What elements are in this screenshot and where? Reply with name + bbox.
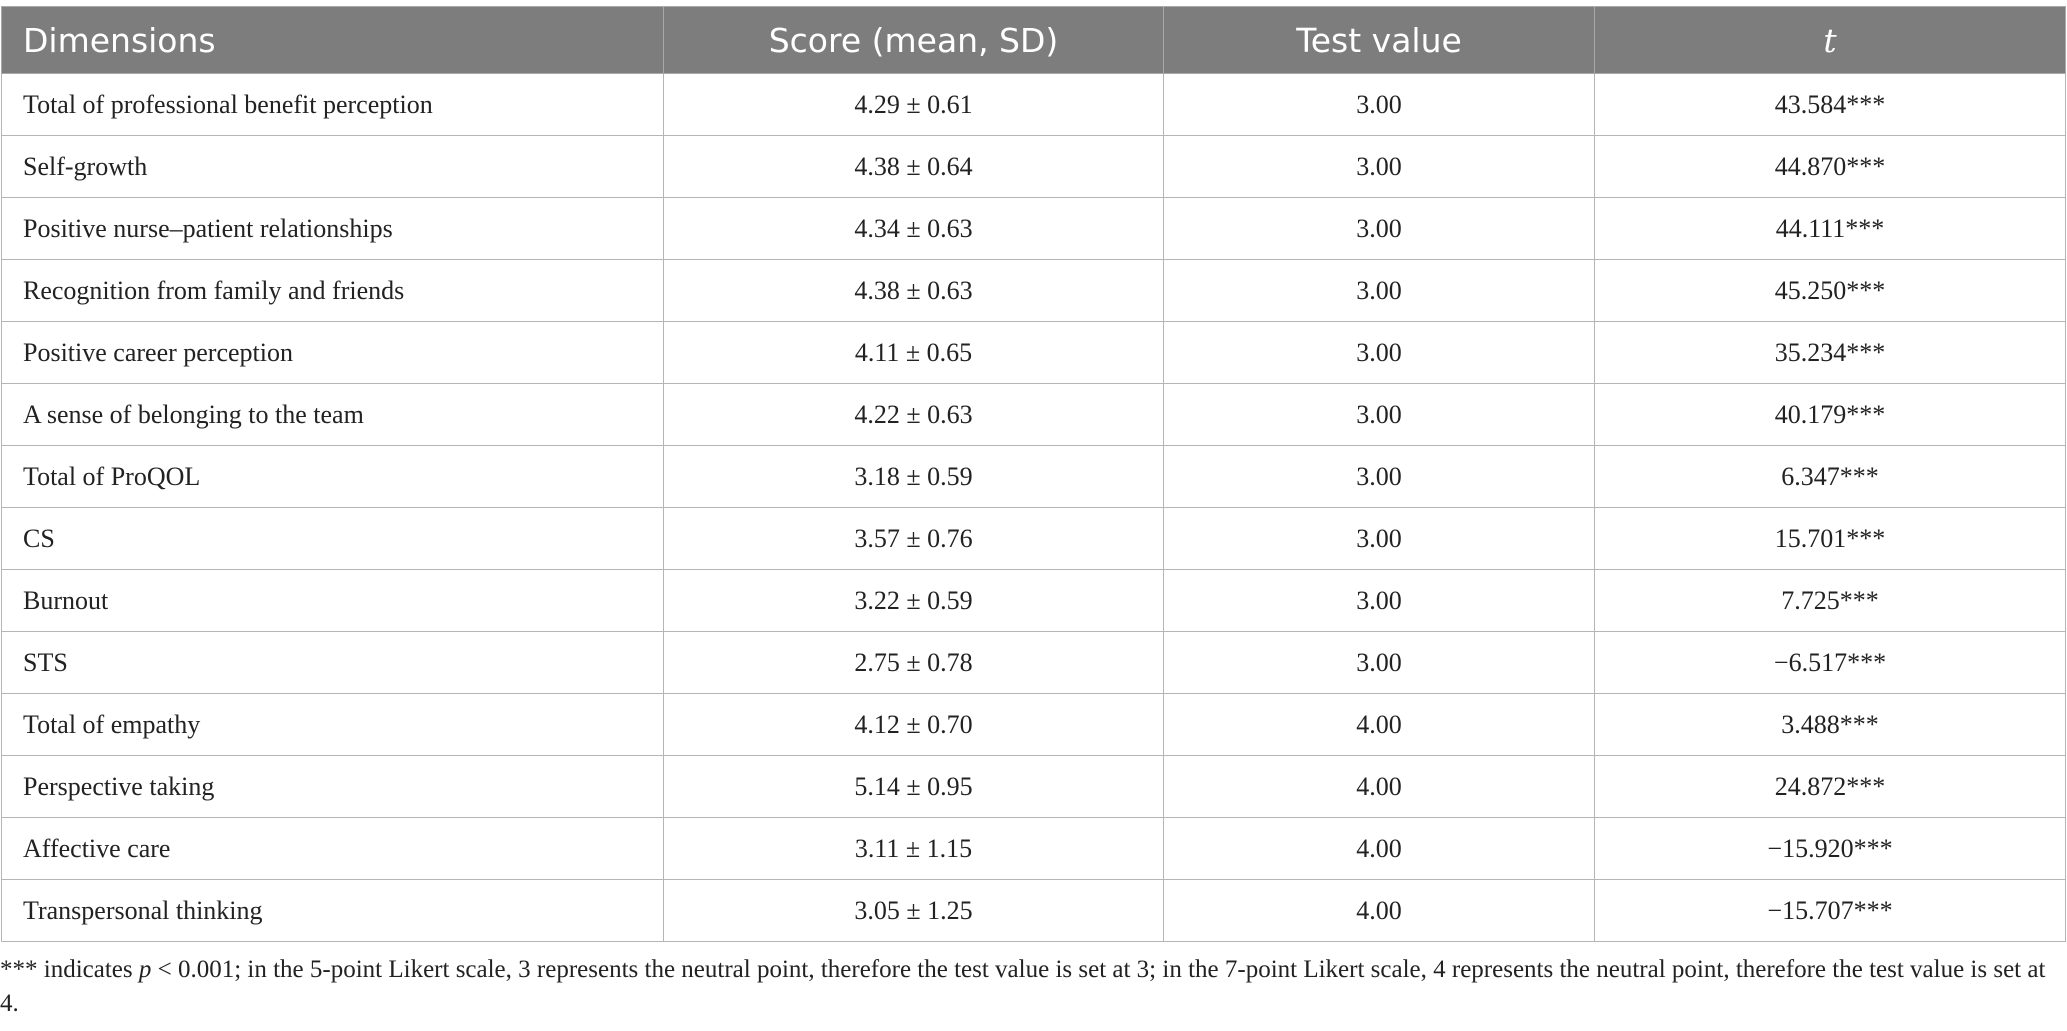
footnote-prefix: *** indicates bbox=[0, 956, 139, 983]
cell-test-value: 3.00 bbox=[1163, 631, 1595, 694]
cell-test-value: 3.00 bbox=[1163, 569, 1595, 632]
table-footnote: *** indicates p < 0.001; in the 5-point … bbox=[0, 953, 2060, 1021]
cell-dimension: Total of professional benefit perception bbox=[1, 73, 664, 136]
cell-dimension: Positive career perception bbox=[1, 321, 664, 384]
cell-test-value: 3.00 bbox=[1163, 135, 1595, 198]
cell-test-value: 4.00 bbox=[1163, 817, 1595, 880]
cell-test-value: 3.00 bbox=[1163, 73, 1595, 136]
table-row: Burnout 3.22 ± 0.59 3.00 7.725*** bbox=[1, 569, 2066, 632]
cell-score: 2.75 ± 0.78 bbox=[663, 631, 1164, 694]
cell-t: 15.701*** bbox=[1594, 507, 2066, 570]
table-row: A sense of belonging to the team 4.22 ± … bbox=[1, 383, 2066, 446]
footnote-p-symbol: p bbox=[138, 956, 152, 983]
table-header-row: Dimensions Score (mean, SD) Test value t bbox=[1, 6, 2066, 74]
cell-score: 4.38 ± 0.63 bbox=[663, 259, 1164, 322]
cell-dimension: CS bbox=[1, 507, 664, 570]
cell-t: 6.347*** bbox=[1594, 445, 2066, 508]
table-row: Total of empathy 4.12 ± 0.70 4.00 3.488*… bbox=[1, 693, 2066, 756]
table-row: Affective care 3.11 ± 1.15 4.00 −15.920*… bbox=[1, 817, 2066, 880]
table-body: Total of professional benefit perception… bbox=[1, 73, 2066, 942]
cell-dimension: Total of empathy bbox=[1, 693, 664, 756]
cell-score: 3.18 ± 0.59 bbox=[663, 445, 1164, 508]
table-row: Self-growth 4.38 ± 0.64 3.00 44.870*** bbox=[1, 135, 2066, 198]
cell-score: 4.38 ± 0.64 bbox=[663, 135, 1164, 198]
cell-t: 35.234*** bbox=[1594, 321, 2066, 384]
table-row: Perspective taking 5.14 ± 0.95 4.00 24.8… bbox=[1, 755, 2066, 818]
cell-test-value: 3.00 bbox=[1163, 197, 1595, 260]
cell-t: 40.179*** bbox=[1594, 383, 2066, 446]
header-test-value: Test value bbox=[1163, 6, 1595, 74]
cell-dimension: Recognition from family and friends bbox=[1, 259, 664, 322]
cell-test-value: 4.00 bbox=[1163, 693, 1595, 756]
cell-score: 3.11 ± 1.15 bbox=[663, 817, 1164, 880]
cell-test-value: 3.00 bbox=[1163, 259, 1595, 322]
cell-score: 3.57 ± 0.76 bbox=[663, 507, 1164, 570]
cell-test-value: 3.00 bbox=[1163, 507, 1595, 570]
footnote-suffix: < 0.001; in the 5-point Likert scale, 3 … bbox=[0, 956, 2046, 1017]
cell-score: 4.22 ± 0.63 bbox=[663, 383, 1164, 446]
cell-t: −6.517*** bbox=[1594, 631, 2066, 694]
cell-dimension: Affective care bbox=[1, 817, 664, 880]
cell-test-value: 3.00 bbox=[1163, 445, 1595, 508]
cell-score: 3.22 ± 0.59 bbox=[663, 569, 1164, 632]
cell-dimension: Self-growth bbox=[1, 135, 664, 198]
cell-t: −15.920*** bbox=[1594, 817, 2066, 880]
cell-t: 45.250*** bbox=[1594, 259, 2066, 322]
cell-dimension: Perspective taking bbox=[1, 755, 664, 818]
results-table: Dimensions Score (mean, SD) Test value t… bbox=[1, 6, 2066, 942]
cell-dimension: A sense of belonging to the team bbox=[1, 383, 664, 446]
cell-test-value: 3.00 bbox=[1163, 383, 1595, 446]
results-table-container: Dimensions Score (mean, SD) Test value t… bbox=[1, 6, 2066, 942]
table-row: CS 3.57 ± 0.76 3.00 15.701*** bbox=[1, 507, 2066, 570]
table-row: Positive career perception 4.11 ± 0.65 3… bbox=[1, 321, 2066, 384]
cell-t: 44.870*** bbox=[1594, 135, 2066, 198]
cell-dimension: STS bbox=[1, 631, 664, 694]
header-score: Score (mean, SD) bbox=[663, 6, 1164, 74]
cell-score: 5.14 ± 0.95 bbox=[663, 755, 1164, 818]
cell-score: 4.29 ± 0.61 bbox=[663, 73, 1164, 136]
table-row: Transpersonal thinking 3.05 ± 1.25 4.00 … bbox=[1, 879, 2066, 942]
cell-t: 43.584*** bbox=[1594, 73, 2066, 136]
cell-dimension: Burnout bbox=[1, 569, 664, 632]
cell-t: 44.111*** bbox=[1594, 197, 2066, 260]
cell-t: −15.707*** bbox=[1594, 879, 2066, 942]
cell-score: 3.05 ± 1.25 bbox=[663, 879, 1164, 942]
cell-test-value: 4.00 bbox=[1163, 879, 1595, 942]
header-t-label: t bbox=[1823, 20, 1837, 60]
table-row: Recognition from family and friends 4.38… bbox=[1, 259, 2066, 322]
cell-test-value: 4.00 bbox=[1163, 755, 1595, 818]
cell-t: 24.872*** bbox=[1594, 755, 2066, 818]
cell-score: 4.12 ± 0.70 bbox=[663, 693, 1164, 756]
table-row: Total of ProQOL 3.18 ± 0.59 3.00 6.347**… bbox=[1, 445, 2066, 508]
header-t: t bbox=[1594, 6, 2066, 74]
table-row: STS 2.75 ± 0.78 3.00 −6.517*** bbox=[1, 631, 2066, 694]
table-row: Positive nurse–patient relationships 4.3… bbox=[1, 197, 2066, 260]
cell-test-value: 3.00 bbox=[1163, 321, 1595, 384]
cell-dimension: Positive nurse–patient relationships bbox=[1, 197, 664, 260]
table-row: Total of professional benefit perception… bbox=[1, 73, 2066, 136]
cell-t: 7.725*** bbox=[1594, 569, 2066, 632]
cell-dimension: Transpersonal thinking bbox=[1, 879, 664, 942]
cell-t: 3.488*** bbox=[1594, 693, 2066, 756]
cell-score: 4.34 ± 0.63 bbox=[663, 197, 1164, 260]
header-dimensions: Dimensions bbox=[1, 6, 664, 74]
cell-dimension: Total of ProQOL bbox=[1, 445, 664, 508]
cell-score: 4.11 ± 0.65 bbox=[663, 321, 1164, 384]
